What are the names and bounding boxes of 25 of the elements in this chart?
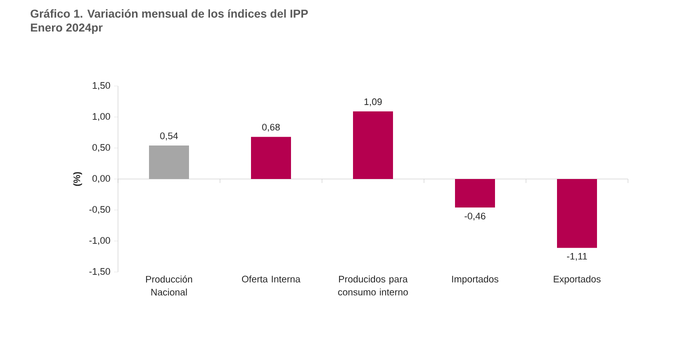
data-label: -0,46 [464, 212, 486, 221]
x-tick-label: Importados [452, 276, 498, 284]
y-tick-label: -0,50 [89, 206, 110, 214]
bar [353, 111, 394, 179]
x-tick-label: Producción Nacional [146, 276, 192, 296]
data-label: 0,54 [160, 132, 178, 140]
bar [149, 146, 189, 179]
data-label: 1,09 [364, 98, 382, 106]
y-tick-label: 0,50 [92, 144, 110, 152]
data-label: 0,68 [262, 124, 280, 132]
bar [557, 179, 598, 248]
y-tick-label: 1,50 [92, 82, 110, 90]
x-tick-label: Exportados [554, 276, 601, 284]
y-tick-label: 0,00 [92, 175, 110, 183]
chart-title: Gráfico 1. Variación mensual de los índices del IPP [30, 9, 308, 18]
y-tick-label: 1,00 [92, 113, 110, 121]
y-tick-label: -1,00 [89, 237, 110, 245]
y-tick-label: -1,50 [89, 268, 110, 276]
bar [455, 179, 496, 208]
x-tick-label: Oferta Interna [242, 276, 300, 282]
bar [251, 136, 292, 179]
x-tick-label: Producidos para consumo interno [338, 276, 408, 296]
y-axis-title: (%) [73, 172, 82, 186]
data-label: -1,11 [566, 253, 587, 261]
chart-subtitle: Enero 2024pr [30, 24, 103, 34]
